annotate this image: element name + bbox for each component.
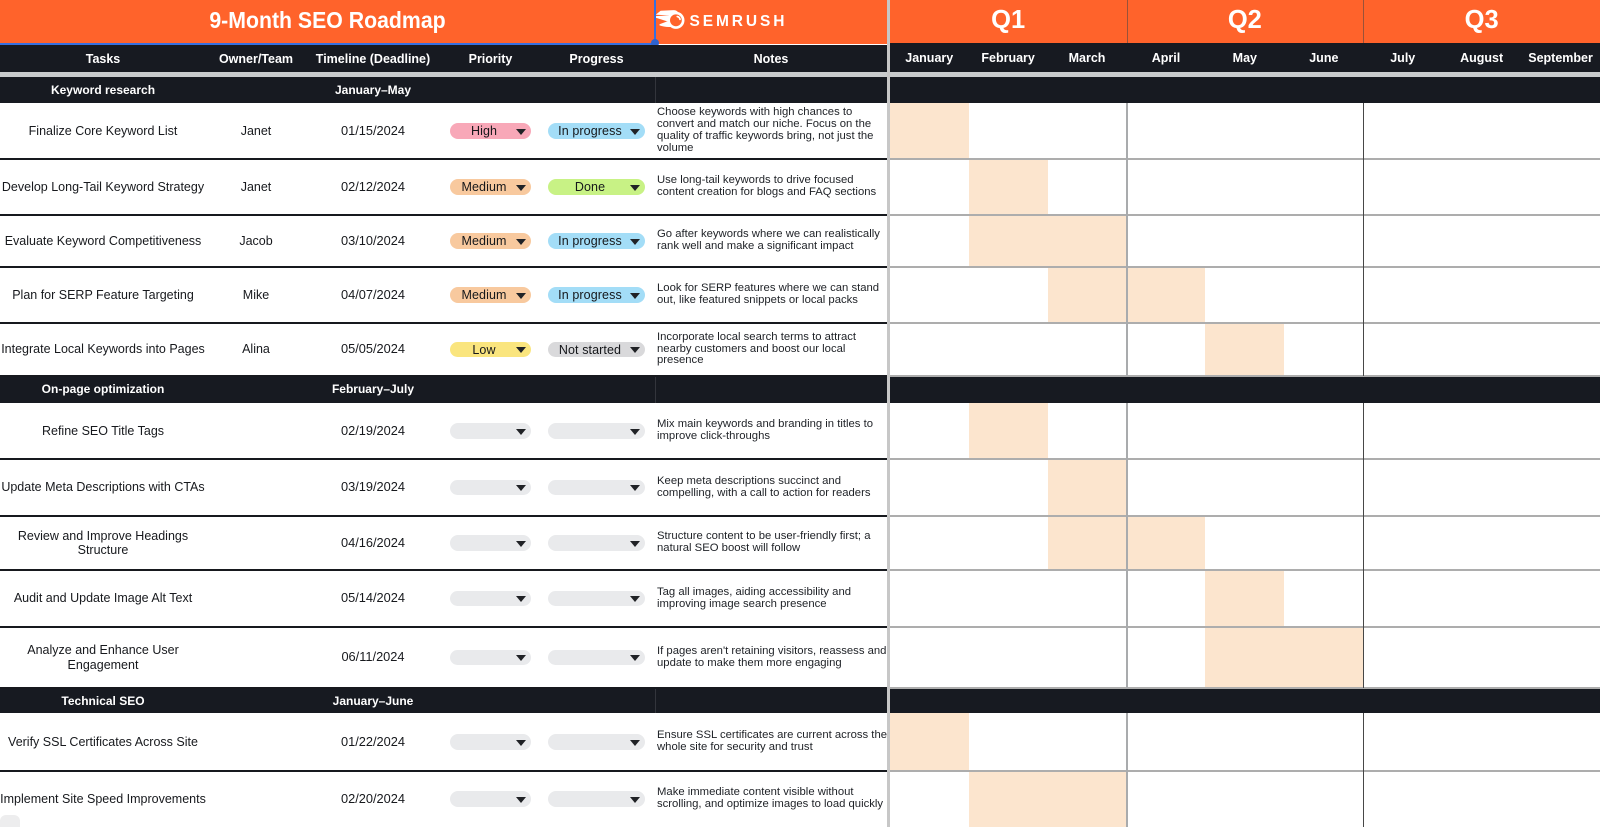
svg-text:SEMRUSH: SEMRUSH <box>689 13 787 30</box>
